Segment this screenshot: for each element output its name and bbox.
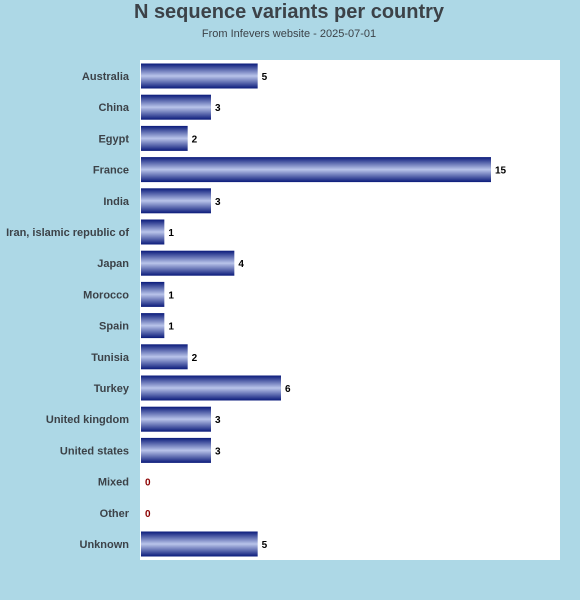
category-label: Egypt bbox=[98, 133, 129, 145]
value-label: 3 bbox=[215, 415, 221, 426]
value-label: 4 bbox=[238, 259, 244, 270]
category-label: Unknown bbox=[80, 539, 130, 551]
category-label: France bbox=[93, 165, 129, 177]
chart-title: N sequence variants per country bbox=[133, 1, 445, 23]
bar bbox=[141, 63, 258, 89]
category-label: China bbox=[98, 102, 129, 114]
category-label: Other bbox=[100, 508, 130, 520]
value-label: 3 bbox=[215, 103, 221, 114]
bar bbox=[141, 313, 165, 339]
value-label: 3 bbox=[215, 197, 221, 208]
category-label: Japan bbox=[97, 258, 129, 270]
value-label: 0 bbox=[145, 509, 151, 520]
bar bbox=[141, 531, 258, 557]
category-label: Australia bbox=[82, 71, 130, 83]
bar bbox=[141, 94, 211, 120]
category-label: United states bbox=[60, 445, 129, 457]
category-label: Morocco bbox=[83, 289, 129, 301]
bar bbox=[141, 344, 188, 370]
value-label: 2 bbox=[192, 134, 198, 145]
value-label: 1 bbox=[168, 322, 174, 333]
value-label: 3 bbox=[215, 446, 221, 457]
category-label: United kingdom bbox=[46, 414, 129, 426]
bar bbox=[141, 375, 281, 401]
value-label: 2 bbox=[192, 353, 198, 364]
category-label: Mixed bbox=[98, 477, 129, 489]
category-label: India bbox=[103, 196, 130, 208]
bar bbox=[141, 125, 188, 151]
category-label: Tunisia bbox=[91, 352, 130, 364]
bar bbox=[141, 219, 165, 245]
bar bbox=[141, 157, 491, 183]
value-label: 1 bbox=[168, 228, 174, 239]
bar bbox=[141, 250, 235, 276]
plot-area bbox=[140, 60, 560, 560]
value-label: 15 bbox=[495, 166, 507, 177]
category-label: Turkey bbox=[94, 383, 130, 395]
category-label: Spain bbox=[99, 321, 129, 333]
bar bbox=[141, 437, 211, 463]
bar bbox=[141, 281, 165, 307]
value-label: 5 bbox=[262, 72, 268, 83]
chart-subtitle: From Infevers website - 2025-07-01 bbox=[201, 28, 377, 40]
value-label: 5 bbox=[262, 540, 268, 551]
category-label: Iran, islamic republic of bbox=[6, 227, 129, 239]
value-label: 1 bbox=[168, 290, 174, 301]
value-label: 6 bbox=[285, 384, 291, 395]
value-label: 0 bbox=[145, 478, 151, 489]
bar bbox=[141, 188, 211, 214]
bar bbox=[141, 406, 211, 432]
